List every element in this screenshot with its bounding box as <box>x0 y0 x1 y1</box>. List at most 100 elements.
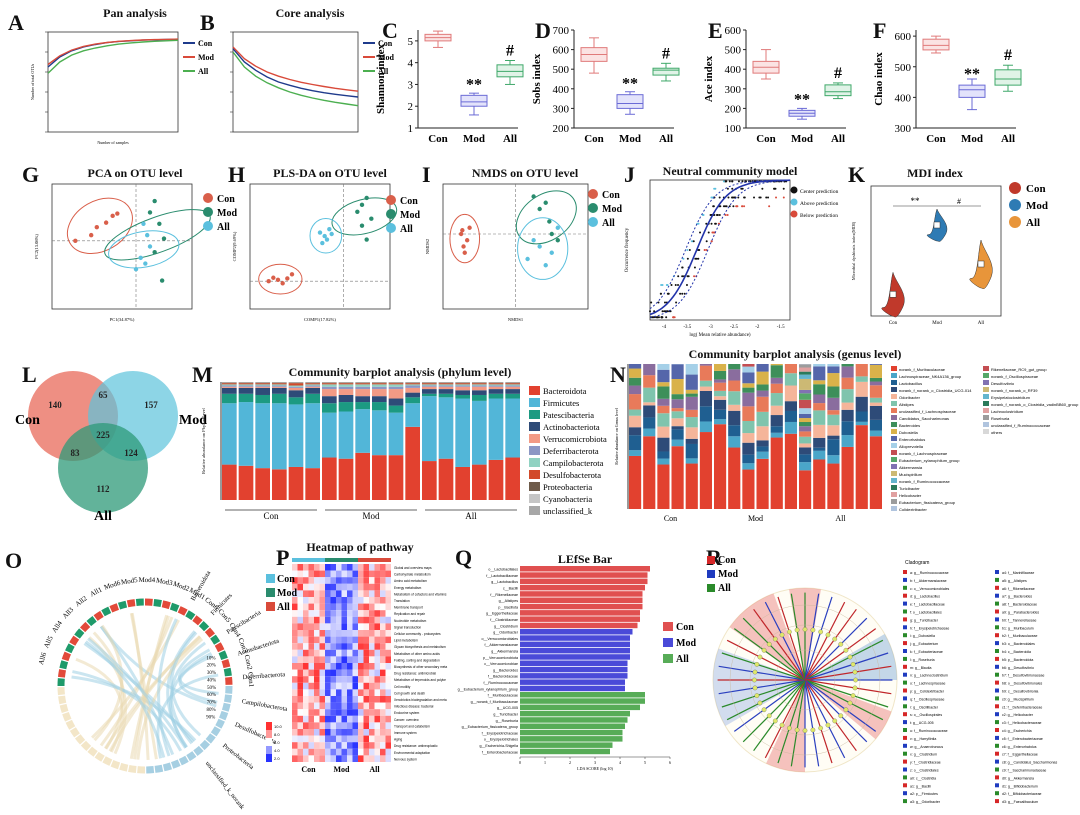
heatmap-cell <box>352 570 358 578</box>
lda-taxon-label: c__Bacilli <box>503 587 518 591</box>
heatmap-cell <box>341 748 347 756</box>
y-axis-label: Sobs index <box>531 53 543 104</box>
stacked-bar-segment <box>799 418 812 423</box>
ncm-point <box>705 240 708 243</box>
panel-letter-f: F <box>873 18 887 43</box>
stacked-bar-segment <box>742 364 755 367</box>
cladogram-branch <box>790 679 806 767</box>
y-tick-label: 500 <box>553 64 570 76</box>
cladogram-node <box>787 629 792 635</box>
cladogram-list-item: b3: o__Bacteroidales <box>1002 642 1035 646</box>
heatmap-row-label: Membrane transport <box>394 606 423 610</box>
stacked-bar-segment <box>322 396 337 404</box>
stacked-bar-segment <box>238 393 254 403</box>
cladogram-list-swatch <box>995 625 999 630</box>
cladogram-list-swatch <box>995 799 999 804</box>
heatmap-cell <box>325 610 331 617</box>
legend-label: Dubosiella <box>899 430 918 435</box>
circos-ribbon <box>129 615 171 759</box>
heatmap-cell <box>380 656 386 663</box>
ncm-point <box>686 249 689 251</box>
heatmap-cell <box>308 742 314 749</box>
heatmap-cell <box>319 597 325 604</box>
stacked-bar-segment <box>372 384 387 387</box>
stacked-bar-segment <box>855 421 868 426</box>
stacked-bar-segment <box>505 385 520 387</box>
stacked-bar-segment <box>222 403 237 465</box>
cladogram-branch <box>804 679 877 732</box>
mdi-violin-chart: Con Mod All** #Microbial dysbiosis index(MD… <box>851 182 1048 326</box>
heatmap-cell <box>347 636 353 644</box>
legend-label: Verrucomicrobiota <box>543 434 607 444</box>
heatmap-cell <box>303 656 309 663</box>
cladogram-node <box>825 722 831 728</box>
heatmap-cell <box>374 570 380 578</box>
stacked-bar-segment <box>388 382 404 384</box>
stacked-bar-segment <box>643 387 656 403</box>
cladogram-list-item: h: f__Erysipelotrichaceae <box>910 626 949 630</box>
heatmap-cell <box>363 590 369 597</box>
heatmap-cell <box>308 669 314 677</box>
heatmap-cell <box>358 735 364 743</box>
heatmap-cell <box>341 649 347 657</box>
legend-swatch <box>983 415 989 420</box>
heatmap-cell <box>358 577 364 584</box>
group-label: Con <box>263 511 279 521</box>
y-tick-label: 400 <box>895 92 912 104</box>
legend-marker <box>1009 199 1021 211</box>
stacked-bar-segment <box>742 420 755 434</box>
x-tick-label: -3.5 <box>683 325 691 330</box>
stacked-bar-segment <box>505 382 520 384</box>
heatmap-cell <box>308 564 314 571</box>
heatmap-cell <box>341 689 347 696</box>
ncm-point <box>743 205 746 208</box>
ncm-point <box>775 196 778 199</box>
heatmap-cell <box>314 663 320 670</box>
legend-swatch <box>983 380 989 385</box>
heatmap-cell <box>363 729 369 736</box>
ncm-point <box>765 196 768 199</box>
color-scale-label: 6.0 <box>274 740 280 745</box>
cladogram-node <box>752 669 758 675</box>
heatmap-cell <box>292 583 298 591</box>
cladogram-list-swatch <box>903 617 907 622</box>
stacked-bar-segment <box>629 364 642 369</box>
cladogram-list-item: f: o__Lactobacillales <box>910 611 942 615</box>
plot-frame <box>870 185 1002 317</box>
heatmap-cell <box>292 616 298 624</box>
stacked-bar-segment <box>841 446 854 509</box>
heatmap-cell <box>374 742 380 749</box>
heatmap-cell <box>380 590 386 597</box>
stacked-bar-segment <box>338 458 354 500</box>
ncm-point <box>665 316 668 319</box>
legend-swatch <box>983 366 989 371</box>
circos-outer-arc <box>223 694 233 703</box>
legend-swatch <box>529 422 540 431</box>
stacked-bar-segment <box>685 374 698 390</box>
ncm-point <box>688 249 691 251</box>
stacked-bar-segment <box>222 386 237 388</box>
heatmap-cell <box>292 570 298 578</box>
heatmap-cell <box>303 715 309 723</box>
stacked-bar-segment <box>714 364 727 371</box>
stacked-bar-segment <box>305 393 320 404</box>
y-tick-label: 500 <box>895 62 912 74</box>
stacked-bar-segment <box>288 390 304 398</box>
lda-bar-all <box>520 704 640 711</box>
legend-label: Mod <box>277 588 297 599</box>
circos-outer-arc <box>177 606 188 616</box>
scatter-point-all <box>543 263 548 268</box>
heatmap-cell <box>363 630 369 637</box>
heatmap-cell <box>374 729 380 736</box>
heatmap-cell <box>292 715 298 723</box>
heatmap-row-label: Xenobiotics biodegradation and meta <box>394 698 447 702</box>
heatmap-cell <box>341 742 347 749</box>
legend-swatch <box>983 387 989 392</box>
ncm-point <box>657 301 660 304</box>
legend-swatch <box>891 499 897 504</box>
ncm-point <box>728 180 731 183</box>
box-all <box>652 67 680 76</box>
legend-swatch <box>891 380 897 385</box>
heatmap-cell <box>336 630 342 637</box>
heatmap-cell <box>319 636 325 644</box>
